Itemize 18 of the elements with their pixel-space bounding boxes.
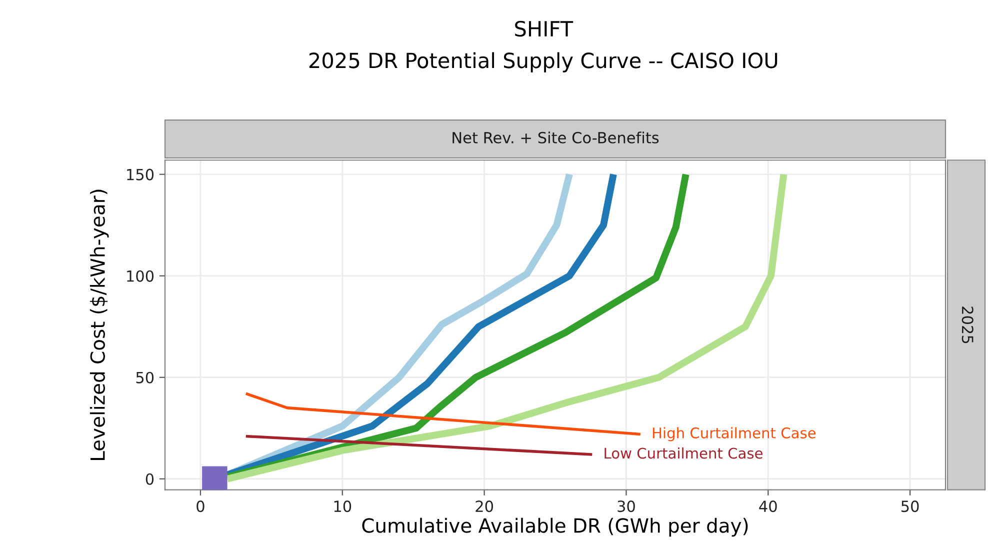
y-axis-title: Levelized Cost ($/kWh-year) bbox=[90, 190, 109, 460]
series-label: Low Curtailment Case bbox=[604, 447, 762, 459]
y-tick-label: 150 bbox=[127, 168, 154, 180]
y-tick-label: 50 bbox=[136, 372, 154, 384]
x-tick-label: 40 bbox=[759, 500, 777, 512]
y-tick-label: 100 bbox=[127, 270, 154, 282]
x-axis-title: Cumulative Available DR (GWh per day) bbox=[362, 518, 748, 537]
chart-subtitle: 2025 DR Potential Supply Curve -- CAISO IOU bbox=[309, 52, 778, 72]
chart-title: SHIFT bbox=[515, 20, 574, 37]
x-tick-label: 50 bbox=[901, 500, 919, 512]
text: 2025 bbox=[962, 306, 974, 344]
text: Net Rev. + Site Co-Benefits bbox=[452, 132, 659, 144]
x-tick-label: 20 bbox=[476, 500, 494, 512]
x-tick-label: 10 bbox=[334, 500, 352, 512]
y-tick-label: 0 bbox=[146, 473, 154, 485]
series-label: High Curtailment Case bbox=[652, 427, 816, 442]
x-tick-label: 30 bbox=[618, 500, 635, 512]
x-tick-label: 0 bbox=[196, 500, 204, 512]
